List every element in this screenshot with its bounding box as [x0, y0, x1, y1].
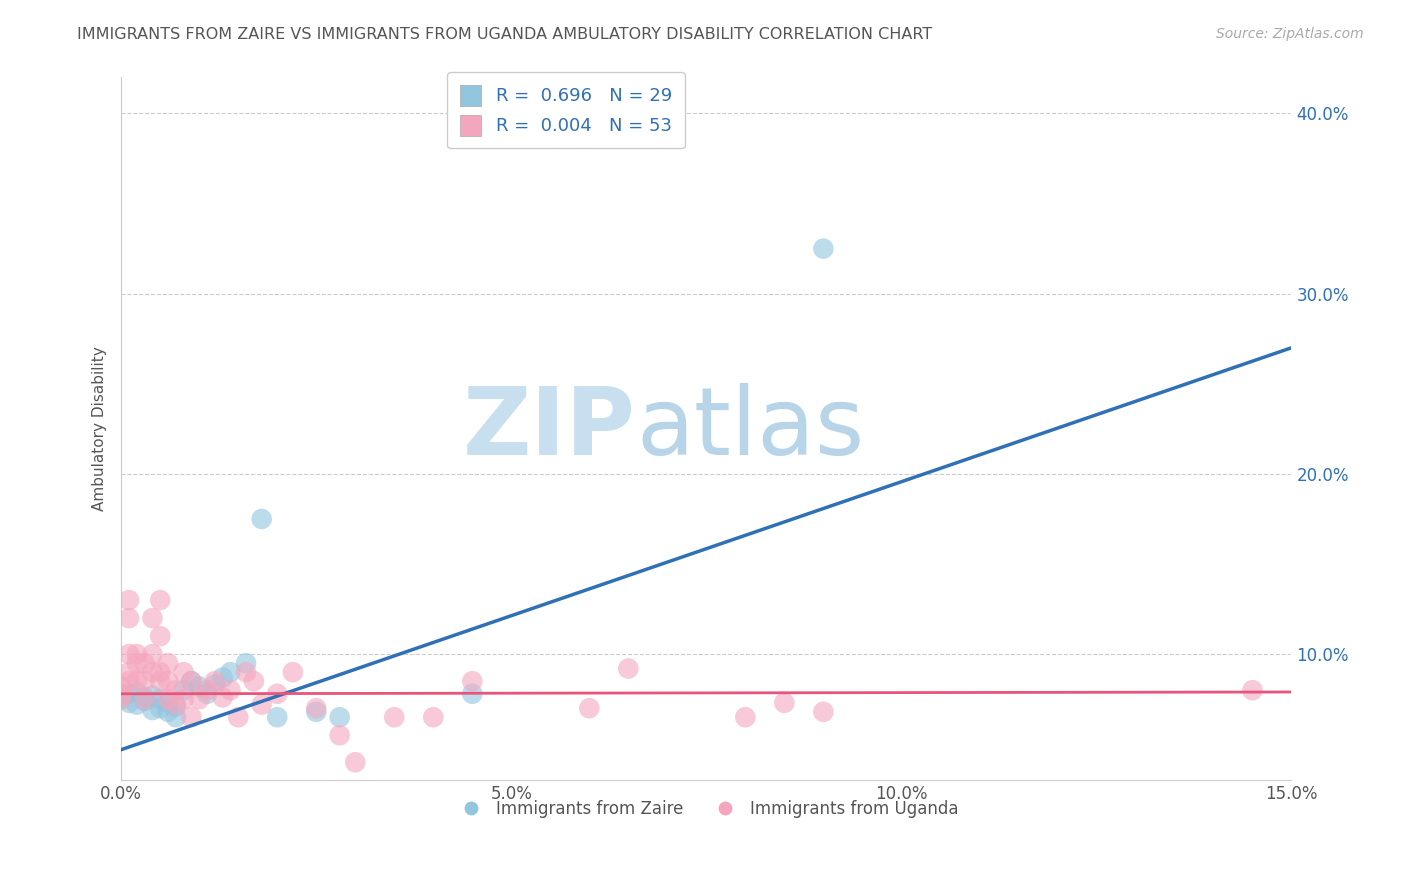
Legend: Immigrants from Zaire, Immigrants from Uganda: Immigrants from Zaire, Immigrants from U…	[447, 793, 965, 825]
Point	[195, 683, 218, 698]
Point	[305, 705, 328, 719]
Point	[235, 656, 257, 670]
Point	[141, 665, 163, 680]
Point	[125, 685, 148, 699]
Point	[173, 692, 195, 706]
Text: Source: ZipAtlas.com: Source: ZipAtlas.com	[1216, 27, 1364, 41]
Point	[110, 687, 132, 701]
Y-axis label: Ambulatory Disability: Ambulatory Disability	[93, 346, 107, 511]
Point	[281, 665, 304, 680]
Point	[226, 710, 249, 724]
Point	[734, 710, 756, 724]
Point	[211, 671, 233, 685]
Point	[149, 701, 172, 715]
Point	[118, 687, 141, 701]
Point	[813, 705, 835, 719]
Point	[149, 593, 172, 607]
Point	[118, 696, 141, 710]
Point	[188, 680, 211, 694]
Point	[211, 690, 233, 705]
Point	[118, 647, 141, 661]
Point	[422, 710, 444, 724]
Point	[266, 687, 288, 701]
Point	[149, 665, 172, 680]
Point	[173, 683, 195, 698]
Point	[118, 593, 141, 607]
Point	[180, 674, 202, 689]
Point	[578, 701, 600, 715]
Point	[134, 656, 156, 670]
Text: ZIP: ZIP	[463, 383, 636, 475]
Point	[1241, 683, 1264, 698]
Point	[219, 683, 242, 698]
Point	[204, 674, 226, 689]
Point	[118, 665, 141, 680]
Point	[243, 674, 266, 689]
Point	[305, 701, 328, 715]
Point	[266, 710, 288, 724]
Point	[188, 692, 211, 706]
Point	[134, 692, 156, 706]
Point	[134, 674, 156, 689]
Point	[141, 611, 163, 625]
Point	[250, 512, 273, 526]
Point	[110, 680, 132, 694]
Point	[813, 242, 835, 256]
Point	[617, 662, 640, 676]
Point	[157, 674, 180, 689]
Point	[157, 656, 180, 670]
Point	[157, 705, 180, 719]
Point	[165, 698, 187, 712]
Text: atlas: atlas	[636, 383, 865, 475]
Point	[344, 756, 367, 770]
Point	[141, 647, 163, 661]
Point	[110, 692, 132, 706]
Point	[118, 611, 141, 625]
Point	[329, 710, 352, 724]
Point	[180, 710, 202, 724]
Point	[180, 674, 202, 689]
Point	[141, 703, 163, 717]
Point	[149, 674, 172, 689]
Point	[134, 694, 156, 708]
Text: IMMIGRANTS FROM ZAIRE VS IMMIGRANTS FROM UGANDA AMBULATORY DISABILITY CORRELATIO: IMMIGRANTS FROM ZAIRE VS IMMIGRANTS FROM…	[77, 27, 932, 42]
Point	[461, 674, 484, 689]
Point	[157, 696, 180, 710]
Point	[110, 692, 132, 706]
Point	[773, 696, 796, 710]
Point	[149, 692, 172, 706]
Point	[157, 692, 180, 706]
Point	[125, 698, 148, 712]
Point	[165, 699, 187, 714]
Point	[125, 674, 148, 689]
Point	[204, 678, 226, 692]
Point	[250, 698, 273, 712]
Point	[329, 728, 352, 742]
Point	[141, 689, 163, 703]
Point	[219, 665, 242, 680]
Point	[461, 687, 484, 701]
Point	[165, 710, 187, 724]
Point	[149, 629, 172, 643]
Point	[125, 656, 148, 670]
Point	[382, 710, 405, 724]
Point	[195, 687, 218, 701]
Point	[125, 647, 148, 661]
Point	[134, 690, 156, 705]
Point	[165, 683, 187, 698]
Point	[173, 665, 195, 680]
Point	[235, 665, 257, 680]
Point	[118, 674, 141, 689]
